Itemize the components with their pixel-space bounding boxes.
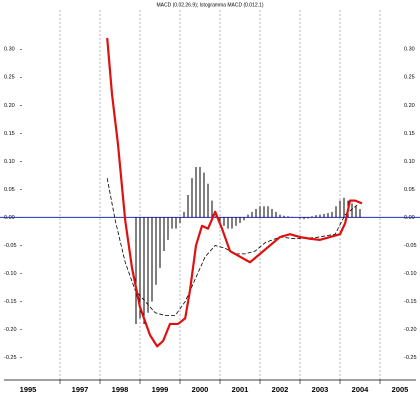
x-tick-label: 2005 [392, 385, 409, 394]
x-tick-label: 1997 [72, 385, 89, 394]
y-tick-label: 0.10 [4, 159, 15, 165]
y-tick-label: 0.05 [4, 187, 15, 193]
x-tick-label: 2000 [192, 385, 209, 394]
y-tick-label: -0.25 [4, 355, 17, 361]
x-tick-label: 2003 [312, 385, 329, 394]
y-tick-label-right: 0.15 [404, 131, 415, 137]
y-tick-label-right: -0.20 [404, 327, 417, 333]
y-tick-label-right: 0.10 [404, 159, 415, 165]
x-tick-label: 2004 [352, 385, 370, 394]
y-tick-label: -0.20 [4, 327, 17, 333]
y-tick-label-right: -0.10 [404, 271, 417, 277]
chart-title: MACD (0.02.26.9); Istogramma MACD (0.012… [157, 2, 264, 8]
y-tick-label: -0.05 [4, 243, 17, 249]
x-tick-label: 2002 [272, 385, 289, 394]
x-tick-label: 1998 [112, 385, 129, 394]
y-tick-label-right: -0.15 [404, 299, 417, 305]
y-tick-label: 0.25 [4, 75, 15, 81]
y-tick-label: 0.20 [4, 103, 15, 109]
x-tick-label: 1999 [152, 385, 169, 394]
y-tick-label-right: 0.30 [404, 47, 415, 53]
y-tick-label: -0.10 [4, 271, 17, 277]
macd-line [106, 37, 363, 348]
x-tick-label: 2001 [232, 385, 249, 394]
y-tick-label-right: 0.05 [404, 187, 415, 193]
y-tick-label: -0.15 [4, 299, 17, 305]
y-tick-label-right: -0.25 [404, 355, 417, 361]
x-tick-label: 1995 [20, 385, 37, 394]
y-tick-label-right: -0.05 [404, 243, 417, 249]
y-tick-label: 0.15 [4, 131, 15, 137]
y-tick-label: 0.30 [4, 47, 15, 53]
y-tick-label-right: 0.25 [404, 75, 415, 81]
y-tick-label-right: 0.20 [404, 103, 415, 109]
signal-line [106, 178, 358, 316]
